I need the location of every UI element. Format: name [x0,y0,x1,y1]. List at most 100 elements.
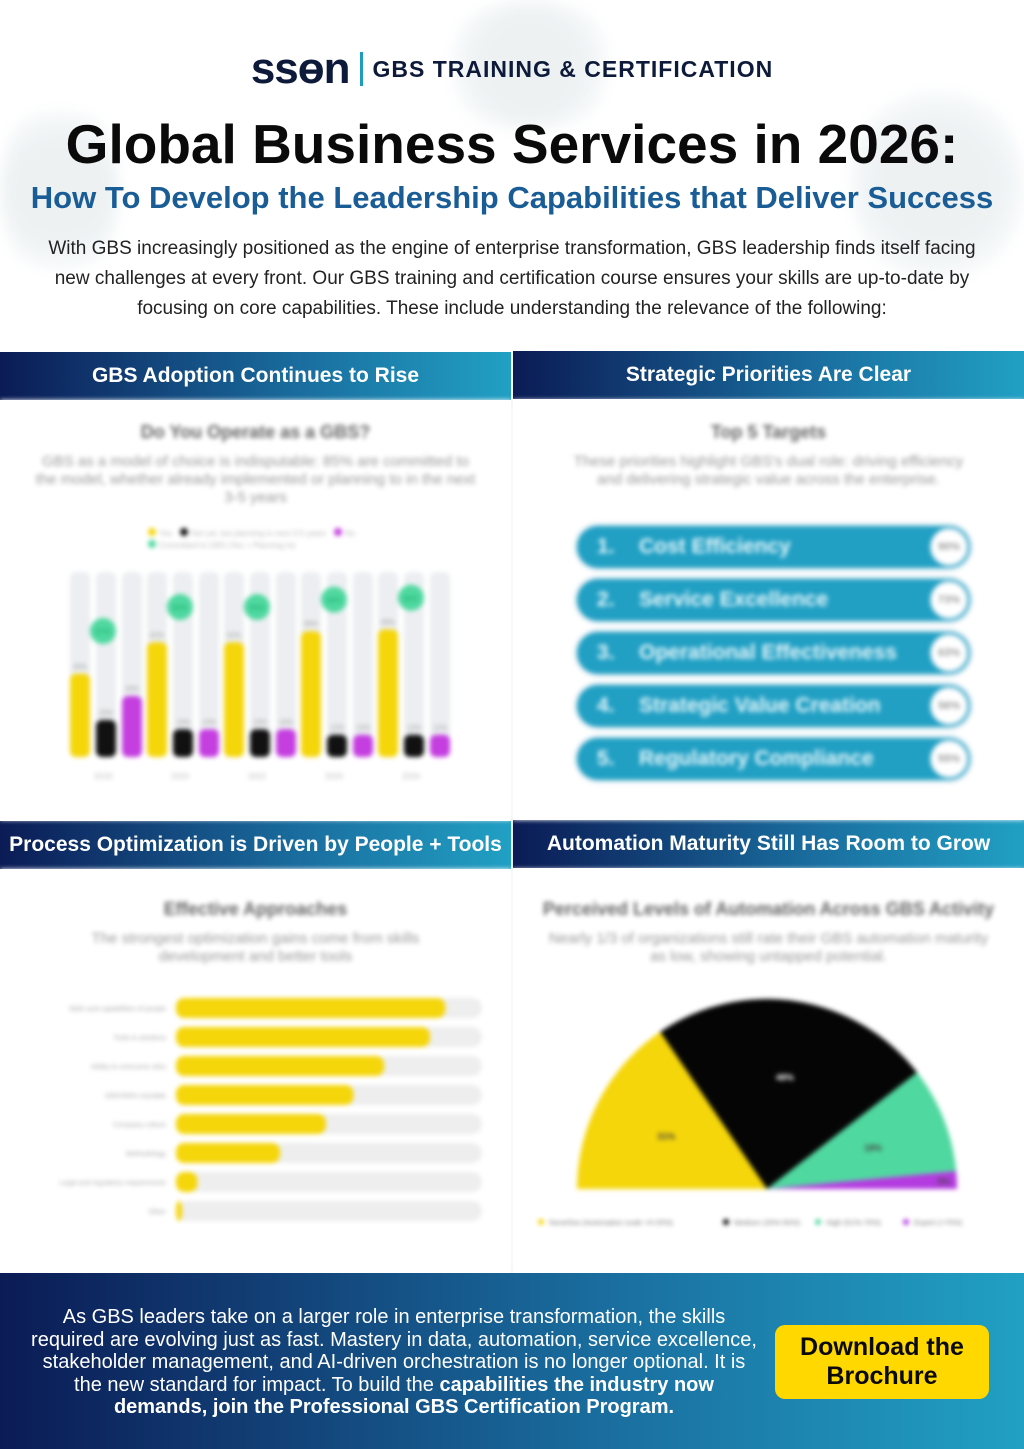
legend-marker [148,528,156,536]
bar-no [276,729,296,757]
bar [176,998,446,1018]
bar-yes [147,642,167,757]
legend-item: No [333,528,356,538]
bar-yes [301,631,321,757]
priorities-panel: Top 5 Targets These priorities highlight… [513,400,1024,820]
category-label: GBS/SMS mandate [105,1093,166,1100]
category-label: Company culture [113,1122,166,1129]
legend-item: Yes [148,528,172,538]
legend-label: Expert (>75%) [914,1218,963,1227]
chart-subtitle: These priorities highlight GBS's dual ro… [573,453,964,488]
priority-percent: 73% [930,581,968,619]
pie-slice [767,1171,957,1189]
legend-marker [333,528,342,536]
x-tick-label: 2020 [171,772,189,781]
legend-label: No [344,529,356,538]
bar-not [404,734,424,757]
chart-subtitle: The strongest optimization gains come fr… [91,930,420,965]
chart-title: Top 5 Targets [710,422,827,442]
priority-item: 1. Cost Efficiency 90% [577,526,970,568]
bar-value-label: 15% [253,719,267,726]
committed-label: 85% [404,596,418,603]
legend-marker [148,540,156,548]
category-label: Methodology [126,1151,167,1158]
x-tick-label: 2018 [94,772,112,781]
bar-no [430,734,450,757]
bar-value-label: 12% [330,725,344,732]
committed-marker [321,586,347,613]
priority-item: 3. Operational Effectiveness 63% [577,632,970,674]
footer-emphasis: capabilities the industry now demands, j… [113,1373,714,1419]
priority-percent: 55% [930,740,968,778]
bar-yes [224,642,244,757]
download-brochure-button[interactable]: Download the Brochure [775,1325,989,1399]
bar [176,1114,326,1134]
priority-item: 5. Regulatory Compliance 55% [577,738,970,780]
chart-subtitle: GBS as a model of choice is indisputable… [35,453,476,506]
legend-marker [180,528,189,536]
category-label: Skills and capabilities of people [69,1006,166,1013]
bar-track [327,572,347,757]
bar-track [353,572,373,757]
bar [176,1172,198,1192]
bar [176,1143,281,1163]
priority-rank: 5. [597,747,615,770]
page-subtitle: How To Develop the Leadership Capabiliti… [30,180,994,215]
legend-label: Medium (26%-50%) [734,1218,801,1227]
automation-semi-pie-chart: 31% 48% 18% 3% None/low (Automation scale <0… [538,999,963,1227]
divider [511,400,513,1273]
bar-value-label: 33% [125,686,139,693]
bar-track [176,1172,482,1192]
footer-body: As GBS leaders take on a larger role in … [31,1306,757,1396]
priority-label: Cost Efficiency [639,535,791,558]
footer-text: As GBS leaders take on a larger role in … [28,1306,760,1419]
priority-item: 4. Strategic Value Creation 56% [577,685,970,727]
bar-not [250,729,270,757]
category-label: Legal and regulatory requirements [59,1180,166,1187]
committed-marker [167,594,193,620]
category-label: Ability to overcome silos [91,1064,167,1071]
legend-label: None/low (Automation scale <0-25%) [549,1218,674,1227]
bar-value-label: 12% [433,725,447,732]
priority-percent: 56% [930,687,968,725]
bar-track [176,1201,482,1221]
adoption-bar-chart: 45% 20% 33% 67% 2018 62% 15% 15% 80% 2020 62% 15% 15… [70,572,450,781]
approaches-bar-chart: Skills and capabilities of people Tools &… [59,998,482,1221]
pie-slice [577,1031,767,1189]
legend-label: Committed to GBS (Yes + Planning to) [159,541,296,550]
decorative-globe [440,0,620,130]
bar-value-label: 68% [304,621,318,628]
legend-label: Yes [159,529,173,538]
section-header-automation: Automation Maturity Still Has Room to Gr… [513,820,1024,868]
committed-label: 80% [173,605,187,612]
priority-percent: 63% [930,634,968,672]
priority-label: Regulatory Compliance [639,747,874,770]
chart-title: Effective Approaches [163,899,348,919]
committed-marker [398,584,424,611]
committed-label: 67% [96,629,110,636]
legend-marker [903,1219,909,1225]
priority-label: Service Excellence [639,588,829,611]
legend-marker [723,1219,729,1225]
adoption-panel: Do You Operate as a GBS? GBS as a model … [0,400,511,820]
decorative-globe [850,85,1024,285]
chart-subtitle: Nearly 1/3 of organizations still rate t… [548,930,989,965]
category-label: Tools & solutions [113,1035,166,1042]
priority-label: Strategic Value Creation [639,694,881,717]
priority-item: 2. Service Excellence 73% [577,579,970,621]
brand-header: ssɵn GBS TRAINING & CERTIFICATION [0,44,1024,94]
priority-rank: 3. [597,641,615,664]
bar [176,1056,385,1076]
section-header-adoption: GBS Adoption Continues to Rise [0,352,511,400]
legend-label: High (51%-75%) [826,1218,882,1227]
pie-slice [767,1072,957,1189]
page-title: Global Business Services in 2026: [65,113,959,175]
slice-label: 3% [937,1177,950,1187]
brand-subtitle: GBS TRAINING & CERTIFICATION [372,55,774,82]
bar-not [327,734,347,757]
slice-label: 18% [864,1143,882,1153]
legend-marker [815,1219,821,1225]
bar-value-label: 15% [202,719,216,726]
bar-no [122,695,142,757]
bar-track [199,572,219,757]
